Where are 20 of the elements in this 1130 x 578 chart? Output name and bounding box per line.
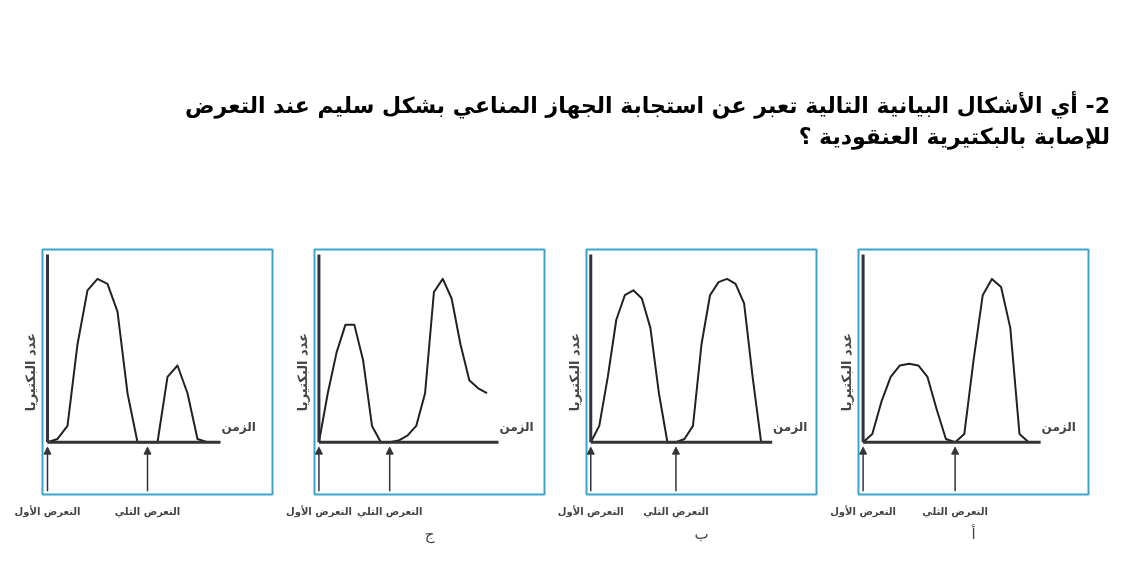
x-axis-title: الزمن xyxy=(773,420,808,435)
x-axis-title: الزمن xyxy=(1041,420,1076,435)
text: ج xyxy=(424,524,435,544)
x-tick-label: التعرض الأول xyxy=(557,504,624,518)
x-tick-label: التعرض الأول xyxy=(830,504,897,518)
text: ب xyxy=(694,524,709,543)
x-tick-label: التعرض الثلي xyxy=(643,505,709,518)
x-tick-label: التعرض الثلي xyxy=(114,505,181,518)
y-axis-title: عدد البكتيريا xyxy=(294,332,310,412)
text: 2- أي الأشكال البيانية التالية تعبر عن استجابة الجهاز المناعي بشكل سليم عند التعرض للإصابة بالبكتيرية العنقودية ؟ xyxy=(184,90,1110,152)
x-tick-label: التعرض الأول xyxy=(14,504,81,518)
text: أ xyxy=(971,523,976,543)
x-tick-label: التعرض الثلي xyxy=(356,505,423,518)
y-axis-title: عدد البكتيريا xyxy=(22,332,38,412)
x-tick-label: التعرض الثلي xyxy=(922,505,988,518)
x-axis-title: الزمن xyxy=(221,420,256,435)
y-axis-title: عدد البكتيريا xyxy=(566,332,582,412)
y-axis-title: عدد البكتيريا xyxy=(838,332,854,412)
x-tick-label: التعرض الأول xyxy=(286,504,352,518)
x-axis-title: الزمن xyxy=(499,420,534,435)
